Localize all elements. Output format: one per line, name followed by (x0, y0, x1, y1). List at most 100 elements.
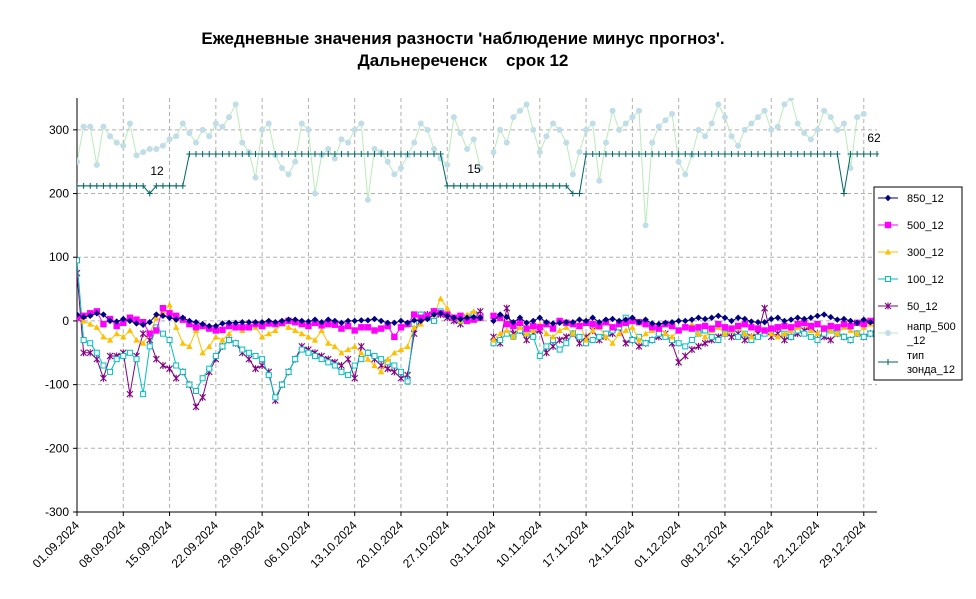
series-point (556, 319, 563, 327)
series-point (378, 356, 385, 363)
series-point (701, 315, 709, 323)
series-point (503, 327, 510, 334)
series-point (444, 161, 451, 168)
series-point (371, 362, 378, 369)
series-point (206, 343, 213, 349)
series-point (827, 327, 834, 334)
data-labels: 12 15 62 (150, 131, 881, 178)
series-point (298, 330, 305, 337)
series-point (688, 346, 696, 354)
series-point (728, 151, 735, 158)
series-point (93, 182, 100, 189)
series-point (807, 314, 815, 321)
series-point (219, 343, 226, 350)
series-point (543, 349, 550, 357)
series-point (629, 337, 636, 344)
series-point (635, 107, 642, 114)
series-point (496, 330, 504, 337)
series-point (364, 196, 371, 203)
series-point (781, 101, 788, 108)
series-point (682, 171, 689, 178)
series-point (139, 330, 147, 338)
series-point (735, 151, 742, 158)
series-point (431, 151, 438, 158)
series-point (523, 330, 530, 337)
series-point (701, 339, 709, 347)
series-point (464, 182, 471, 189)
series-point (754, 333, 761, 340)
series-point (669, 110, 676, 117)
series-point (622, 339, 630, 347)
series-point (530, 126, 537, 133)
series-point (133, 316, 140, 323)
series-point (140, 182, 147, 189)
series-point (860, 110, 867, 117)
series-point (629, 114, 636, 121)
series-point (510, 318, 517, 326)
series-point (344, 317, 352, 325)
series-point (629, 151, 636, 158)
series-point (80, 182, 87, 189)
series-point (179, 368, 186, 375)
series-point (133, 336, 140, 343)
series-point (331, 343, 339, 349)
series-point (616, 151, 623, 158)
series-point (510, 114, 517, 121)
series-point (801, 315, 808, 323)
series-point (576, 322, 583, 330)
legend-marker (884, 248, 892, 255)
plot-area (77, 98, 877, 512)
series-point (159, 142, 166, 149)
series-point (100, 320, 107, 328)
series-point (827, 336, 835, 344)
series-point (457, 182, 464, 189)
series-point (179, 314, 186, 321)
series-point (357, 342, 365, 350)
series-point (172, 374, 180, 382)
series-point (259, 126, 266, 133)
series-point (523, 101, 530, 108)
series-point (675, 358, 683, 366)
chart-title: Ежедневные значения разности 'наблюдение… (0, 28, 926, 72)
series-point (298, 120, 305, 127)
series-point (807, 151, 814, 158)
series-point (80, 123, 87, 130)
series-point (384, 365, 392, 373)
series-point (120, 142, 127, 149)
series-point (503, 139, 510, 146)
series-point (252, 365, 259, 373)
series-point (338, 319, 345, 327)
series-point (358, 151, 365, 158)
series-point (688, 316, 696, 323)
x-tick-label: 06.10.2024 (261, 518, 314, 571)
series-point (391, 349, 398, 356)
series-point (635, 342, 643, 350)
series-point (113, 330, 120, 337)
series-point (788, 151, 795, 158)
series-point (583, 151, 590, 158)
series-point (734, 314, 742, 321)
series-point (397, 151, 404, 158)
series-point (430, 311, 438, 318)
series-point (622, 327, 629, 334)
series-point (351, 343, 358, 349)
series-point (305, 349, 312, 356)
series-point (728, 317, 735, 325)
series-point (232, 340, 239, 347)
series-point (695, 151, 702, 158)
series-point (358, 349, 365, 356)
series-point (305, 151, 312, 158)
series-point (688, 320, 696, 327)
series-point (675, 327, 682, 334)
x-tick-label: 15.09.2024 (122, 518, 175, 571)
series-point (536, 182, 543, 189)
x-tick-label: 24.11.2024 (586, 518, 638, 570)
series-point (199, 375, 206, 382)
series-point (225, 319, 233, 327)
series-point (371, 327, 378, 334)
series-point (715, 151, 722, 158)
series-point (258, 318, 266, 326)
series-point (847, 337, 854, 344)
series-point (787, 316, 795, 323)
